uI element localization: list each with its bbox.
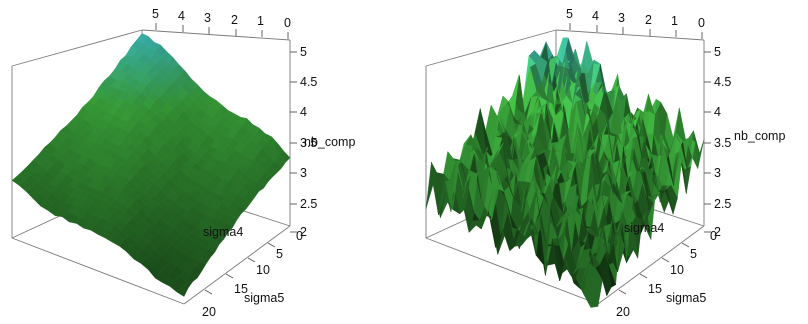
sigma4-zero-label: 0 — [710, 229, 717, 243]
sigma4-tick-label: 4 — [592, 9, 599, 23]
nb-comp-tick-label: 3 — [714, 166, 721, 180]
surface-facet — [425, 162, 439, 215]
sigma4-ticks-right: 5 4 3 2 1 0 — [566, 7, 705, 39]
sigma5-axis-label: sigma5 — [244, 291, 284, 305]
sigma5-ticks-right: 0 5 10 15 20 — [616, 229, 717, 319]
nb-comp-tick-label: 2.5 — [714, 197, 731, 211]
nb-comp-tick-label: 2 — [714, 225, 721, 239]
sigma4-tick-label: 5 — [566, 7, 573, 21]
surface-facet — [11, 175, 25, 186]
sigma5-tick-label: 20 — [202, 305, 216, 319]
sigma4-ticks-left: 5 4 3 2 1 0 — [152, 7, 291, 39]
nb-comp-tick-label: 2.5 — [300, 197, 317, 211]
sigma4-tick-label: 2 — [645, 13, 652, 27]
sigma4-tick-label: 3 — [618, 11, 625, 25]
nb-comp-ticks-right: 5 4.5 4 3.5 3 2.5 2 — [704, 45, 731, 239]
sigma4-axis-label: sigma4 — [203, 225, 243, 239]
sigma4-tick-label: 4 — [178, 9, 185, 23]
sigma5-tick-label: 5 — [276, 247, 283, 261]
surface-plot-right: 5 4 3 2 1 0 5 4.5 4 3.5 — [425, 7, 785, 319]
surface-mesh-left — [11, 33, 291, 297]
sigma5-tick-label: 20 — [616, 305, 630, 319]
nb-comp-ticks-left: 5 4.5 4 3.5 3 2.5 2 — [290, 45, 317, 239]
sigma4-zero-label: 0 — [296, 229, 303, 243]
sigma4-tick-label: 0 — [284, 16, 291, 30]
surface-plot-left: 5 4 3 2 1 0 5 4.5 4 3.5 — [11, 7, 355, 319]
nb-comp-tick-label: 4 — [714, 105, 721, 119]
sigma5-tick-label: 5 — [690, 247, 697, 261]
nb-comp-tick-label: 2 — [300, 225, 307, 239]
nb-comp-axis-label: nb_comp — [734, 129, 785, 143]
sigma5-ticks-left: 0 5 10 15 20 — [202, 229, 303, 319]
nb-comp-tick-label: 4.5 — [300, 75, 317, 89]
sigma4-tick-label: 0 — [698, 16, 705, 30]
sigma4-tick-label: 2 — [231, 13, 238, 27]
sigma5-axis-label: sigma5 — [666, 291, 706, 305]
surface-mesh-right — [425, 37, 705, 309]
nb-comp-axis-label: nb_comp — [304, 135, 355, 149]
sigma4-tick-label: 1 — [671, 14, 678, 28]
nb-comp-tick-label: 4.5 — [714, 75, 731, 89]
nb-comp-tick-label: 4 — [300, 105, 307, 119]
sigma5-tick-label: 10 — [670, 263, 684, 277]
sigma4-axis-label: sigma4 — [624, 221, 664, 235]
sigma4-tick-label: 5 — [152, 7, 159, 21]
sigma4-tick-label: 1 — [257, 14, 264, 28]
nb-comp-tick-label: 3 — [300, 166, 307, 180]
sigma5-tick-label: 10 — [256, 263, 270, 277]
nb-comp-tick-label: 5 — [714, 45, 721, 59]
nb-comp-tick-label: 5 — [300, 45, 307, 59]
nb-comp-tick-label: 3.5 — [714, 136, 731, 150]
sigma5-tick-label: 15 — [234, 282, 248, 296]
nb-comp-tick-label: 3.5 — [300, 136, 317, 150]
sigma5-tick-label: 15 — [648, 282, 662, 296]
sigma4-tick-label: 3 — [204, 11, 211, 25]
